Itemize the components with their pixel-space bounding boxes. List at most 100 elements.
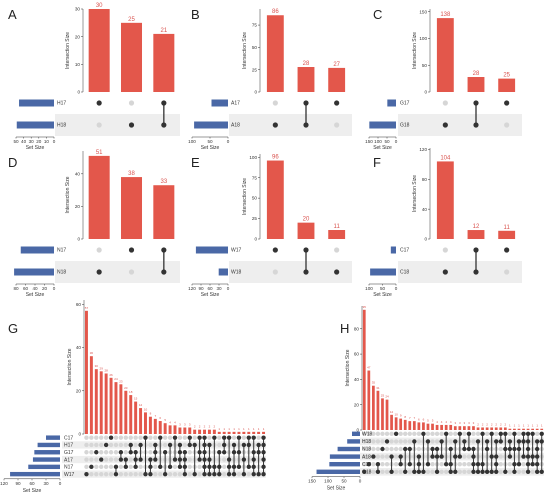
matrix-dot-empty — [133, 471, 138, 477]
matrix-dot-filled — [103, 442, 109, 448]
matrix-dot-empty — [439, 469, 444, 474]
matrix-dot-filled — [272, 247, 278, 253]
set-size-axis-title: Set Size — [26, 292, 45, 298]
bar-value-label: 2 — [486, 422, 488, 426]
bar-value-label: 23 — [119, 379, 123, 383]
set-size-axis-title: Set Size — [23, 488, 42, 494]
bar-value-label: 33 — [160, 179, 167, 185]
intersection-bar — [168, 425, 172, 434]
matrix-dot-empty — [375, 454, 381, 459]
bar-value-label: 6 — [423, 417, 425, 421]
intersection-bar — [453, 426, 457, 430]
matrix-dot-empty — [498, 446, 503, 452]
set-size-tick-label: 50 — [380, 286, 386, 291]
matrix-dot-empty — [256, 435, 261, 440]
matrix-dot-empty — [521, 469, 526, 474]
y-axis-title: Intersection Size — [412, 32, 418, 69]
set-size-bar — [352, 431, 360, 436]
matrix-dot-empty — [153, 471, 158, 477]
intersection-bar — [212, 429, 216, 434]
matrix-dot-empty — [380, 431, 385, 436]
intersection-bar — [381, 398, 384, 430]
intersection-bar — [88, 9, 110, 92]
matrix-dot-empty — [403, 439, 408, 444]
matrix-row-shade — [229, 114, 352, 136]
intersection-bar — [394, 417, 398, 430]
matrix-dot-empty — [375, 446, 381, 452]
bar-value-label: 1 — [514, 424, 516, 428]
y-tick-label: 20 — [75, 34, 81, 39]
set-size-tick-label: 0 — [395, 286, 398, 291]
bar-value-label: 12 — [390, 410, 394, 414]
y-tick-label: 100 — [419, 36, 427, 41]
matrix-dot-empty — [187, 457, 192, 462]
bar-value-label: 1 — [523, 424, 525, 428]
intersection-bar — [89, 356, 93, 434]
set-name-label: C17 — [64, 435, 73, 441]
matrix-dot-filled — [425, 439, 431, 444]
set-name-label: N17 — [64, 465, 73, 471]
matrix-dot-empty — [84, 457, 89, 462]
set-size-bar — [329, 462, 360, 467]
matrix-dot-filled — [371, 454, 376, 459]
matrix-dot-empty — [108, 464, 114, 470]
bar-value-label: 10 — [394, 412, 398, 416]
intersection-bar — [252, 431, 256, 434]
set-size-axis-title: Set Size — [201, 292, 220, 298]
set-size-axis-title: Set Size — [327, 486, 346, 492]
set-size-tick-label: 100 — [374, 139, 382, 144]
intersection-bar — [99, 371, 103, 434]
set-name-label: W17 — [231, 248, 242, 254]
intersection-bar — [399, 418, 403, 430]
matrix-dot-empty — [416, 446, 422, 452]
matrix-dot-empty — [162, 442, 168, 448]
bar-value-label: 3 — [464, 421, 466, 425]
matrix-dot-empty — [187, 464, 192, 470]
matrix-dot-empty — [393, 462, 399, 467]
intersection-bar — [257, 431, 261, 434]
intersection-bar — [158, 421, 162, 434]
intersection-bar — [198, 429, 202, 434]
intersection-bar — [540, 428, 544, 430]
intersection-bar — [467, 230, 485, 239]
bar-value-label: 2 — [199, 425, 201, 429]
bar-value-label: 9 — [400, 414, 402, 418]
matrix-dot-empty — [113, 457, 119, 462]
set-size-bar — [37, 442, 60, 448]
matrix-dot-empty — [103, 435, 109, 440]
matrix-dot-empty — [430, 462, 435, 467]
bar-value-label: 1 — [518, 424, 520, 428]
intersection-bar — [173, 425, 177, 434]
matrix-dot-empty — [425, 431, 431, 436]
matrix-dot-empty — [99, 464, 104, 470]
intersection-bar — [472, 426, 475, 430]
matrix-dot-empty — [123, 435, 129, 440]
set-size-tick-label: 30 — [216, 286, 222, 291]
matrix-dot-empty — [521, 462, 526, 467]
bar-value-label: 1 — [243, 427, 245, 431]
panel-letter: G — [8, 321, 18, 336]
intersection-bar — [508, 428, 512, 430]
set-size-tick-label: 30 — [29, 139, 35, 144]
matrix-dot-empty — [187, 471, 192, 477]
intersection-bar — [84, 310, 88, 434]
bar-value-label: 1 — [532, 424, 534, 428]
set-size-bar — [32, 457, 60, 462]
matrix-dot-empty — [246, 471, 251, 477]
y-tick-label: 80 — [422, 177, 428, 182]
set-size-bar — [316, 469, 360, 474]
matrix-dot-empty — [96, 247, 102, 253]
matrix-dot-filled — [504, 100, 510, 106]
matrix-dot-empty — [167, 471, 173, 477]
matrix-dot-empty — [133, 442, 138, 448]
set-name-label: N17 — [57, 248, 66, 254]
set-size-bar — [46, 435, 60, 440]
matrix-dot-empty — [187, 450, 192, 455]
matrix-dot-filled — [442, 269, 448, 275]
set-size-tick-label: 0 — [53, 139, 56, 144]
matrix-dot-empty — [462, 454, 467, 459]
matrix-dot-empty — [439, 462, 444, 467]
matrix-dot-filled — [366, 462, 372, 467]
set-size-tick-label: 100 — [188, 139, 196, 144]
intersection-bar — [513, 428, 516, 430]
